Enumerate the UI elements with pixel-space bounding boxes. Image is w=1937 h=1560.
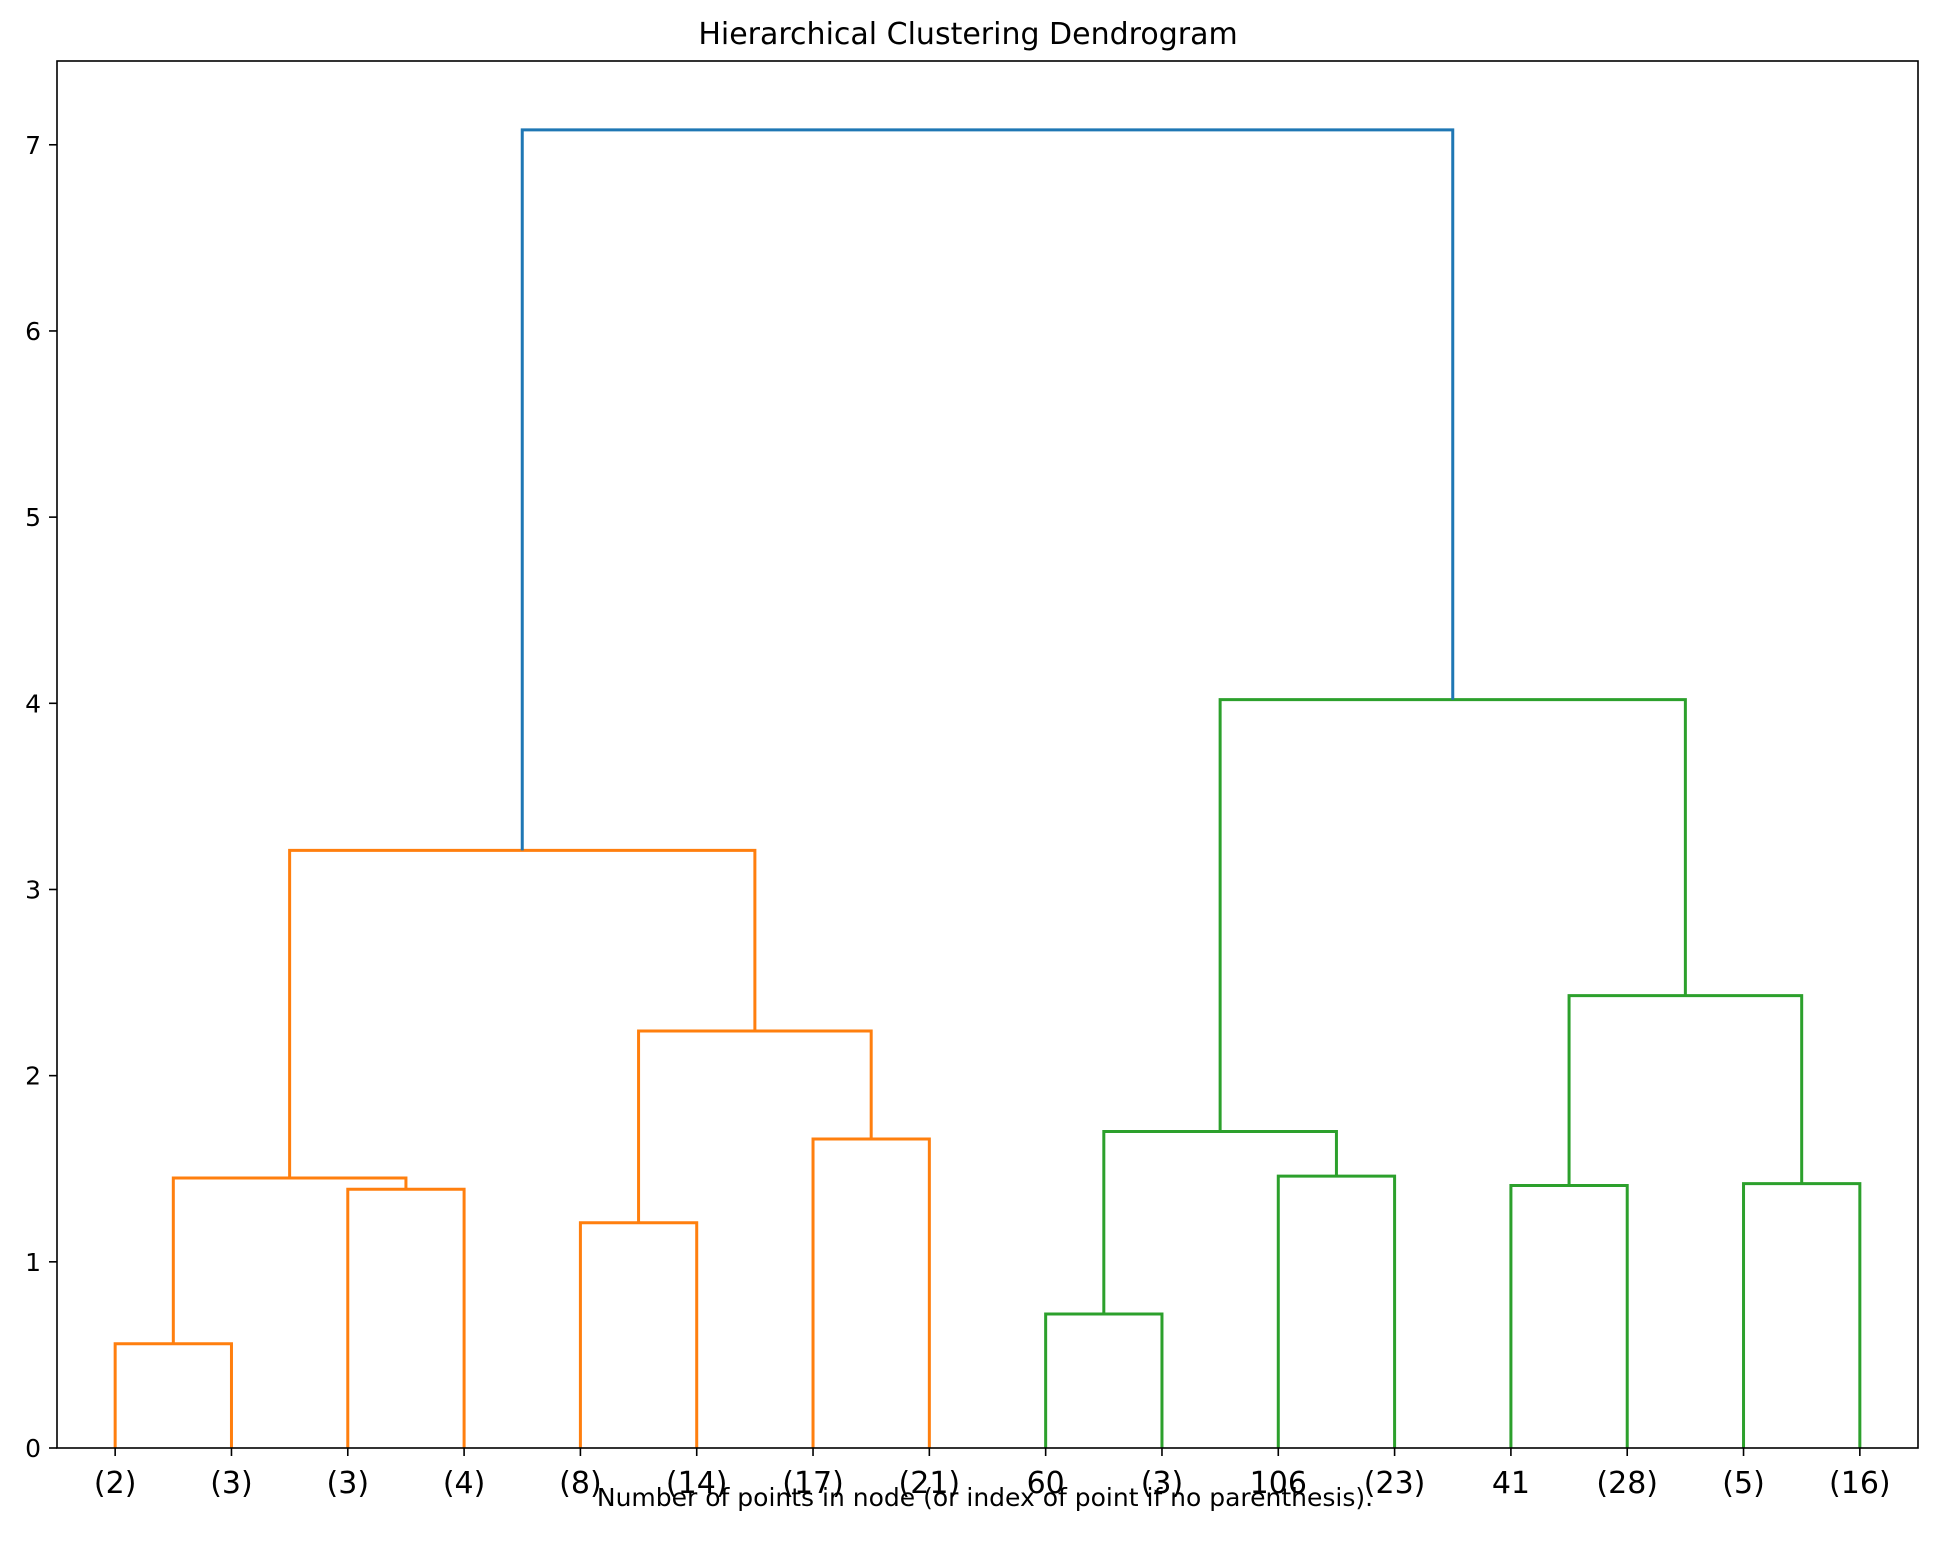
- leaf-label-7: (21): [899, 1466, 961, 1501]
- dendrogram-link-3: [578, 1221, 699, 1448]
- leaf-label-11: (23): [1364, 1466, 1426, 1501]
- leaf-label-5: (14): [666, 1466, 728, 1501]
- leaf-label-6: (17): [782, 1466, 844, 1501]
- dendrogram-link-14: [520, 128, 1455, 851]
- dendrogram-link-2: [171, 1176, 408, 1344]
- x-axis-label: Number of points in node (or index of po…: [597, 1483, 1373, 1512]
- y-tick-label-0: 0: [25, 1434, 41, 1463]
- y-tick-label-5: 5: [25, 503, 41, 532]
- dendrogram-link-1: [346, 1187, 466, 1448]
- leaf-label-15: (16): [1829, 1466, 1891, 1501]
- y-axis: 0 1 2 3 4 5 6 7: [25, 131, 57, 1463]
- plot-frame: [56, 60, 1919, 1449]
- dendrogram-links: [113, 128, 1862, 1448]
- y-tick-label-7: 7: [25, 131, 41, 160]
- leaf-label-8: 60: [1027, 1466, 1065, 1501]
- leaf-label-4: (8): [559, 1466, 602, 1501]
- leaf-label-1: (3): [210, 1466, 253, 1501]
- dendrogram-link-5: [637, 1029, 873, 1223]
- leaf-label-3: (4): [443, 1466, 486, 1501]
- y-tick-label-4: 4: [25, 689, 41, 718]
- dendrogram-link-6: [288, 848, 757, 1179]
- dendrogram-link-12: [1567, 994, 1804, 1186]
- chart-title: Hierarchical Clustering Dendrogram: [698, 17, 1237, 52]
- y-tick-label-6: 6: [25, 317, 41, 346]
- dendrogram-link-13: [1218, 698, 1687, 1132]
- leaf-label-13: (28): [1596, 1466, 1658, 1501]
- dendrogram-link-8: [1276, 1174, 1397, 1448]
- y-tick-label-1: 1: [25, 1248, 41, 1277]
- leaf-label-9: (3): [1141, 1466, 1184, 1501]
- leaf-label-12: 41: [1492, 1466, 1530, 1501]
- leaf-label-14: (5): [1722, 1466, 1765, 1501]
- leaf-label-2: (3): [327, 1466, 370, 1501]
- y-tick-label-3: 3: [25, 875, 41, 904]
- y-tick-label-2: 2: [25, 1062, 41, 1091]
- x-axis: (2) (3) (3) (4) (8) (14) (17) (21) 60 (3) 106 (23) 4…: [94, 1448, 1891, 1501]
- leaf-label-0: (2): [94, 1466, 137, 1501]
- leaf-label-10: 106: [1250, 1466, 1307, 1501]
